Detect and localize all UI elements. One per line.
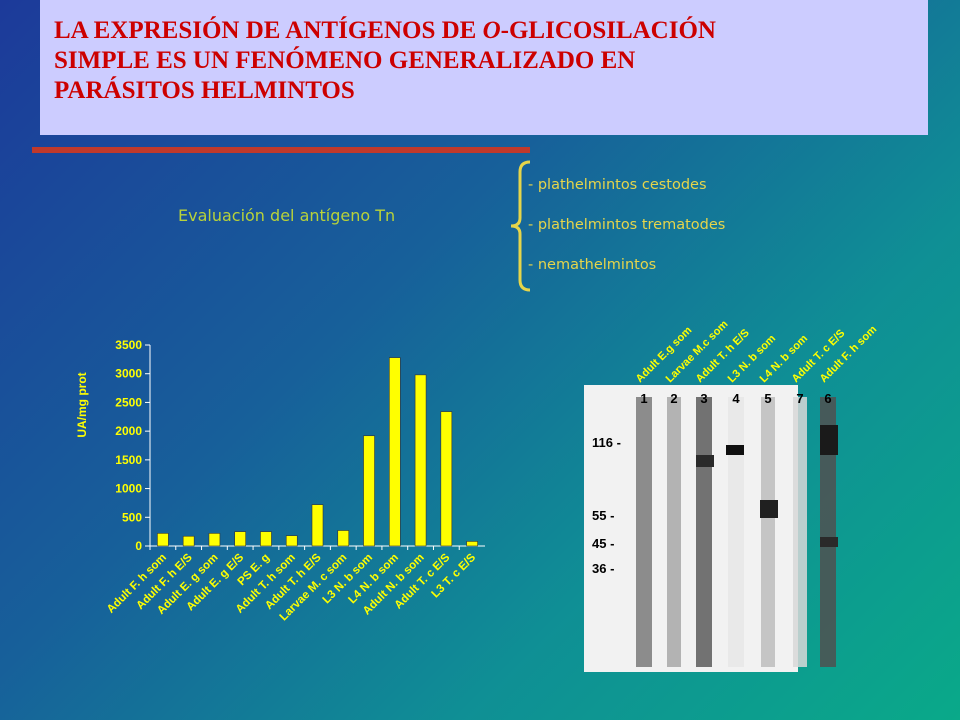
blot-marker: 116 - (592, 435, 621, 450)
blot-lane-number: 2 (670, 391, 677, 406)
list-item: - plathelmintos cestodes (528, 177, 707, 193)
y-tick-label: 2500 (115, 395, 142, 409)
blot-marker: 45 - (592, 536, 614, 551)
list-item: - nemathelmintos (528, 257, 657, 273)
bar (363, 435, 375, 547)
bar (182, 535, 195, 547)
y-tick-label: 0 (135, 539, 142, 553)
blot-lane-label: Adult T. h E/S (694, 327, 752, 385)
title-box: LA EXPRESIÓN DE ANTÍGENOS DE O-GLICOSILA… (40, 0, 928, 135)
blot-lane (667, 397, 681, 667)
slide-title: LA EXPRESIÓN DE ANTÍGENOS DE O-GLICOSILA… (54, 17, 716, 104)
blot-lane-number: 1 (640, 391, 647, 406)
curly-bracket (510, 160, 531, 292)
blot-lane-number: 5 (764, 391, 771, 406)
bar (337, 530, 350, 547)
blot-lane-number: 6 (824, 391, 831, 406)
y-tick-label: 3500 (115, 338, 142, 352)
bar (234, 531, 246, 547)
blot-marker: 36 - (592, 561, 614, 576)
blot-lane (793, 397, 807, 667)
blot-lane (820, 397, 836, 667)
bar (157, 533, 169, 547)
blot-lane (728, 397, 744, 667)
list-item: - plathelmintos trematodes (528, 217, 726, 233)
blot-band (726, 445, 744, 455)
y-tick-label: 1000 (115, 482, 142, 496)
y-axis-label: UA/mg prot (75, 372, 89, 437)
blot-band (820, 537, 838, 547)
title-underline (32, 147, 530, 153)
blot-lane-number: 4 (732, 391, 740, 406)
blot-band (820, 425, 838, 455)
y-tick-label: 3000 (115, 367, 142, 381)
bar (285, 535, 298, 547)
bar (260, 531, 272, 547)
blot-lane (696, 397, 712, 667)
bar (414, 374, 427, 547)
blot-marker: 55 - (592, 508, 614, 523)
blot-lane (636, 397, 652, 667)
blot-band (696, 455, 714, 467)
bar (466, 541, 478, 547)
bar (440, 411, 453, 547)
blot-lane-number: 3 (700, 391, 707, 406)
bar (311, 504, 324, 547)
subtitle: Evaluación del antígeno Tn (178, 206, 396, 225)
blot-lane (761, 397, 775, 667)
blot-band (760, 500, 778, 518)
y-tick-label: 500 (122, 510, 142, 524)
y-tick-label: 1500 (115, 453, 142, 467)
y-tick-label: 2000 (115, 424, 142, 438)
helminth-list: - plathelmintos cestodes - plathelmintos… (528, 172, 725, 292)
blot-lane-number: 7 (796, 391, 803, 406)
bar (208, 533, 221, 547)
bar (389, 357, 401, 547)
